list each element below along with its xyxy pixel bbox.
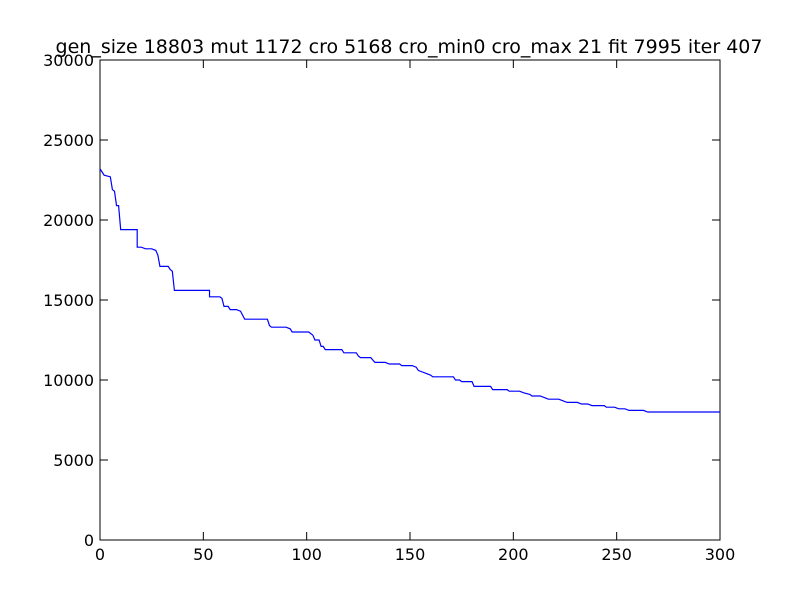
y-tick-label: 20000 — [43, 211, 94, 230]
chart-title: gen_size 18803 mut 1172 cro 5168 cro_min… — [56, 36, 763, 58]
x-tick-label: 200 — [498, 545, 529, 564]
plot-area — [99, 59, 721, 541]
y-tick-label: 0 — [84, 531, 94, 550]
x-tick-label: 250 — [601, 545, 632, 564]
plot-frame — [99, 59, 721, 541]
y-tick-label: 25000 — [43, 131, 94, 150]
x-tick-label: 300 — [705, 545, 736, 564]
y-tick-label: 15000 — [43, 291, 94, 310]
x-tick-label: 150 — [395, 545, 426, 564]
x-tick-label: 0 — [95, 545, 105, 564]
series-line — [99, 168, 720, 413]
x-tick-label: 50 — [193, 545, 213, 564]
axis-ticks: 0 50 100 150 200 250 300 0 5000 10000 15000 20000 25… — [43, 51, 735, 564]
x-tick-label: 100 — [291, 545, 322, 564]
y-tick-label: 30000 — [43, 51, 94, 70]
y-tick-label: 5000 — [53, 451, 94, 470]
y-tick-label: 10000 — [43, 371, 94, 390]
